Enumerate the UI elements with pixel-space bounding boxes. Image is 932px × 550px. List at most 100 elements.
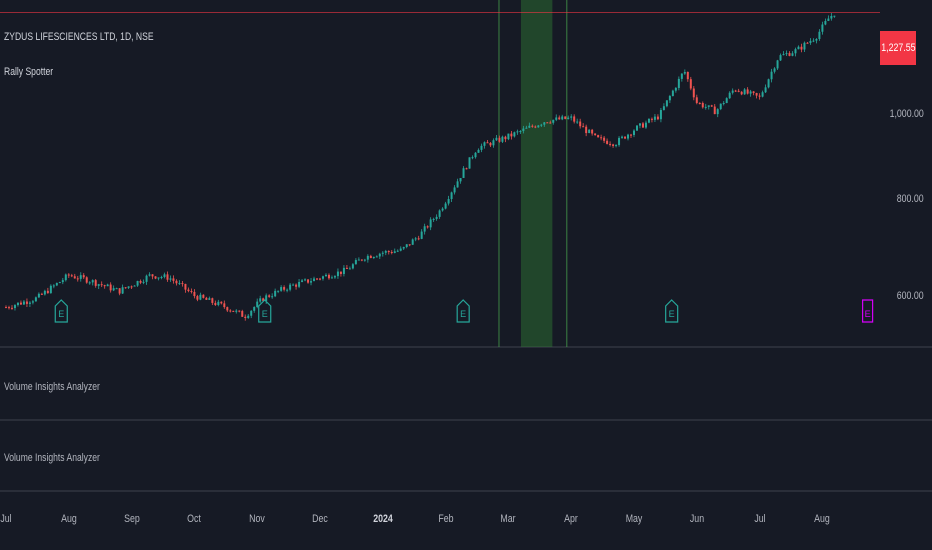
candle-body [701,103,704,108]
candle-body [633,130,635,135]
candle-body [465,168,468,170]
candle-body [621,136,624,138]
candle-body [310,281,313,283]
candle-body [456,181,459,188]
candle-body [73,276,76,279]
candle-body [782,54,785,56]
candle-body [737,90,740,92]
candle-body [103,285,106,287]
candle-body [250,310,253,316]
candle-body [659,110,662,120]
candle-body [396,250,399,252]
candle-body [372,256,375,259]
candle-body [336,271,339,277]
candle-body [265,295,268,301]
candle-body [259,298,262,302]
candle-body [692,88,695,98]
candle-body [546,122,549,124]
candle-body [495,137,498,141]
candle-body [232,310,235,312]
candle-body [764,87,767,93]
candle-body [154,276,157,279]
time-axis-label: Oct [187,513,202,525]
price-axis-label-800: 800.00 [897,193,924,205]
candle-body [375,256,378,258]
price-axis-label-1000: 1,000.00 [889,108,924,120]
time-axis-label: 2024 [373,513,393,525]
time-axis-label: Dec [312,513,328,525]
candle-body [223,303,226,308]
time-axis-label: Nov [249,513,266,525]
candle-body [561,116,564,120]
candle-body [627,134,630,139]
candle-body [707,105,710,107]
candle-body [181,283,184,285]
candle-body [327,274,330,279]
candle-body [459,177,462,182]
candle-body [722,103,725,105]
candle-body [600,137,603,139]
candle-body [319,278,321,280]
candle-body [345,267,348,269]
candle-body [124,287,127,289]
candle-body [447,199,450,204]
candle-body [731,90,734,93]
candle-body [588,129,591,134]
candle-body [298,281,301,287]
candle-body [178,283,181,285]
candle-body [543,122,546,125]
time-axis-label: Jul [0,513,12,525]
candle-body [453,187,456,193]
candle-body [779,55,782,61]
symbol-title[interactable]: ZYDUS LIFESCIENCES LTD, 1D, NSE [4,31,154,43]
candle-body [612,144,615,146]
candle-body [755,92,758,96]
candle-body [220,301,223,304]
time-axis-label: Jun [689,513,704,525]
earnings-marker-icon[interactable]: E [258,299,272,323]
candle-body [710,105,713,107]
candle-body [665,100,668,107]
candle-body [713,106,716,115]
indicator-label-rally-spotter[interactable]: Rally Spotter [4,66,54,78]
candle-body [656,116,659,120]
earnings-marker-icon[interactable]: E [862,299,874,323]
candle-body [558,117,561,120]
volume-pane-label-2[interactable]: Volume Insights Analyzer [4,452,100,464]
candle-body [295,284,298,287]
candle-body [716,109,719,115]
candle-body [698,102,701,104]
candle-body [830,15,833,19]
candle-body [208,298,211,300]
candle-body [136,280,139,286]
candle-body [130,286,133,288]
earnings-marker-icon[interactable]: E [665,299,679,323]
candle-body [567,117,570,119]
candle-body [193,291,196,297]
candle-body [740,91,743,95]
candle-body [70,275,73,277]
candle-body [746,89,749,94]
highlight-band [520,0,553,347]
candle-body [414,238,417,240]
candle-body [205,297,208,300]
candle-body [199,294,202,300]
candle-body [247,315,250,318]
candle-body [292,284,295,286]
candle-body [519,131,522,133]
candle-body [441,208,444,211]
volume-pane-label-1[interactable]: Volume Insights Analyzer [4,381,100,393]
candle-body [289,284,292,290]
earnings-marker-icon[interactable]: E [456,299,470,323]
candle-body [97,284,100,286]
candle-body [552,119,555,123]
candle-body [767,79,770,88]
candle-body [61,280,64,283]
candle-body [262,298,265,301]
candle-body [280,287,283,291]
candle-body [662,106,665,111]
candle-body [19,302,22,305]
candle-body [214,302,217,306]
earnings-marker-icon[interactable]: E [54,299,68,323]
